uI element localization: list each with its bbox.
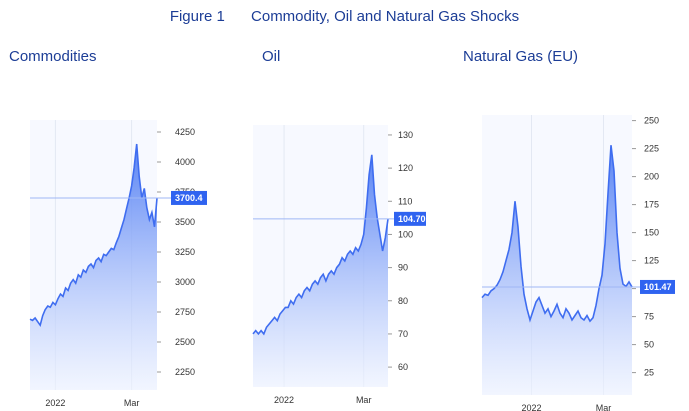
commodities-chart: 2250250027503000325035003750400042502022…	[29, 120, 207, 408]
natural-gas-current-value-badge	[640, 279, 675, 294]
natural-gas-y-tick-9: 250	[644, 116, 659, 126]
commodities-y-tick-5: 3500	[175, 217, 195, 227]
natural-gas-y-tick-6: 175	[644, 200, 659, 210]
commodities-y-tick-1: 2500	[175, 337, 195, 347]
oil-area	[253, 154, 388, 387]
oil-y-tick-6: 120	[398, 163, 413, 173]
natural-gas-y-tick-0: 25	[644, 368, 654, 378]
panel-title-oil: Oil	[262, 48, 281, 65]
panel-title-natural-gas: Natural Gas (EU)	[463, 48, 579, 65]
commodities-y-tick-4: 3250	[175, 247, 195, 257]
oil-current-value-badge	[394, 211, 426, 226]
natural-gas-y-tick-4: 125	[644, 256, 659, 266]
panel-title-commodities: Commodities	[9, 48, 97, 65]
commodities-y-tick-0: 2250	[175, 367, 195, 377]
oil-chart: 60 70 80 90 100 110 120 130 2022 Mar 104.70	[252, 125, 426, 405]
oil-y-tick-5: 110	[398, 196, 412, 206]
commodities-current-value-badge	[171, 190, 207, 205]
natural-gas-y-tick-2: 75	[644, 312, 654, 322]
commodities-y-tick-3: 3000	[175, 277, 195, 287]
figure-caption: Commodity, Oil and Natural Gas Shocks	[251, 8, 520, 25]
natural-gas-x-tick-1: Mar	[596, 403, 612, 411]
commodities-y-tick-2: 2750	[175, 307, 195, 317]
oil-y-tick-7: 130	[398, 130, 413, 140]
commodities-area	[30, 144, 157, 390]
natural-gas-y-tick-8: 225	[644, 144, 659, 154]
commodities-current-value-label: 3700.4	[175, 193, 203, 203]
commodities-y-tick-8: 4250	[175, 127, 195, 137]
natural-gas-y-tick-5: 150	[644, 228, 659, 238]
oil-y-tick-4: 100	[398, 229, 413, 239]
natural-gas-area	[482, 145, 632, 395]
oil-x-tick-1: Mar	[356, 395, 372, 405]
figure-title: Figure 1 Commodity, Oil and Natural Gas …	[0, 8, 689, 25]
oil-y-tick-1: 70	[398, 329, 408, 339]
commodities-line	[29, 143, 158, 328]
oil-y-tick-2: 80	[398, 296, 408, 306]
natural-gas-y-tick-7: 200	[644, 172, 659, 182]
oil-y-tick-3: 90	[398, 263, 408, 273]
oil-current-value-label: 104.70	[398, 214, 426, 224]
natural-gas-current-value-label: 101.47	[644, 282, 672, 292]
natural-gas-y-tick-1: 50	[644, 340, 654, 350]
commodities-y-tick-7: 4000	[175, 157, 195, 167]
oil-y-tick-0: 60	[398, 362, 408, 372]
natural-gas-line	[481, 145, 633, 323]
figure-number: Figure 1	[169, 8, 225, 25]
oil-x-tick-0: 2022	[274, 395, 294, 405]
natural-gas-x-tick-0: 2022	[521, 403, 541, 411]
commodities-x-tick-0: 2022	[45, 398, 65, 408]
commodities-x-tick-1: Mar	[124, 398, 140, 408]
oil-line	[252, 154, 389, 336]
natural-gas-chart: 2550751001251501752002252502022Mar101.47	[481, 115, 675, 411]
